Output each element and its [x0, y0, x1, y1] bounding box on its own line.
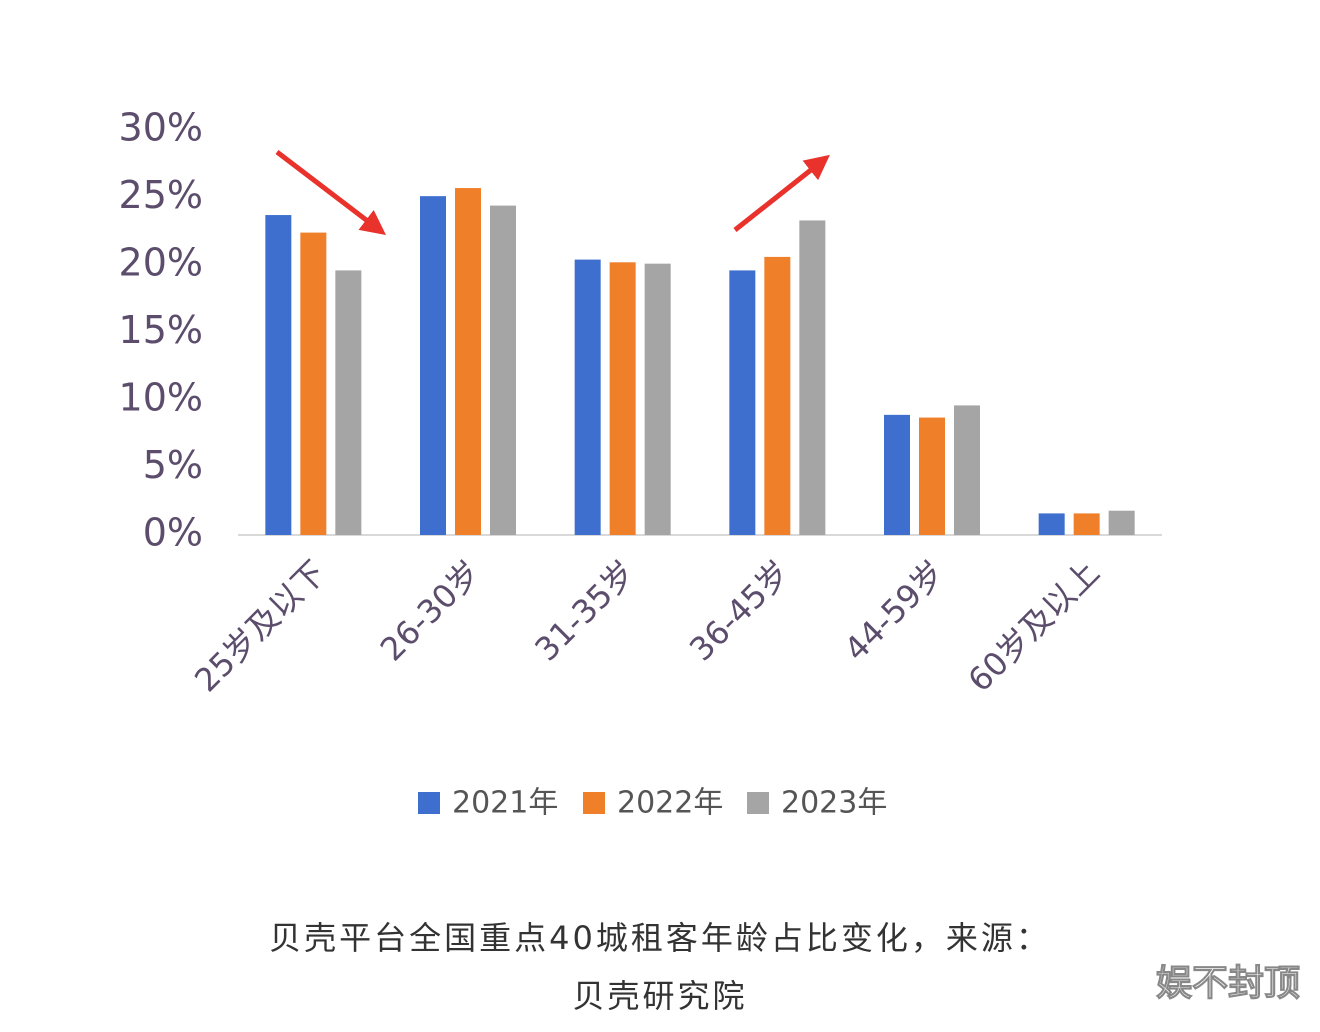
y-tick-label: 25% — [119, 173, 203, 217]
bar — [609, 262, 636, 535]
bar — [954, 405, 980, 535]
legend-label: 2022年 — [617, 786, 723, 821]
legend-label: 2023年 — [781, 786, 887, 821]
y-tick-label: 15% — [119, 308, 203, 352]
bar — [644, 263, 671, 535]
y-tick-label: 10% — [119, 376, 203, 420]
bar — [729, 270, 756, 535]
bar — [420, 196, 446, 535]
bar — [335, 270, 362, 535]
bar — [799, 220, 826, 535]
bar — [490, 205, 516, 535]
legend-swatch — [747, 792, 769, 814]
x-tick-label: 31-35岁 — [527, 553, 642, 668]
bar — [300, 232, 327, 535]
y-tick-label: 20% — [119, 241, 203, 285]
bar — [1038, 513, 1065, 535]
annotation-arrow — [275, 150, 386, 236]
bar — [884, 414, 910, 535]
caption: 贝壳研究院 — [572, 977, 747, 1015]
watermark: 娱不封顶 — [1156, 963, 1300, 1004]
x-tick-label: 36-45岁 — [682, 553, 797, 668]
x-tick-label: 26-30岁 — [373, 553, 488, 668]
annotation-arrow — [733, 154, 830, 232]
x-tick-label: 60岁及以上 — [961, 553, 1107, 699]
bar — [1073, 513, 1100, 535]
bar — [764, 256, 791, 535]
caption: 贝壳平台全国重点40城租客年龄占比变化，来源： — [269, 919, 1051, 957]
x-tick-label: 44-59岁 — [837, 553, 952, 668]
y-tick-label: 0% — [143, 511, 203, 555]
x-tick-label: 25岁及以下 — [187, 553, 333, 699]
legend-label: 2021年 — [452, 786, 558, 821]
legend-swatch — [418, 792, 440, 814]
bar — [919, 417, 945, 535]
bar — [455, 188, 481, 536]
bar — [574, 259, 601, 535]
legend-swatch — [583, 792, 605, 814]
bar — [265, 215, 292, 536]
bar — [1108, 510, 1135, 535]
y-tick-label: 30% — [119, 106, 203, 150]
y-tick-label: 5% — [143, 443, 203, 487]
